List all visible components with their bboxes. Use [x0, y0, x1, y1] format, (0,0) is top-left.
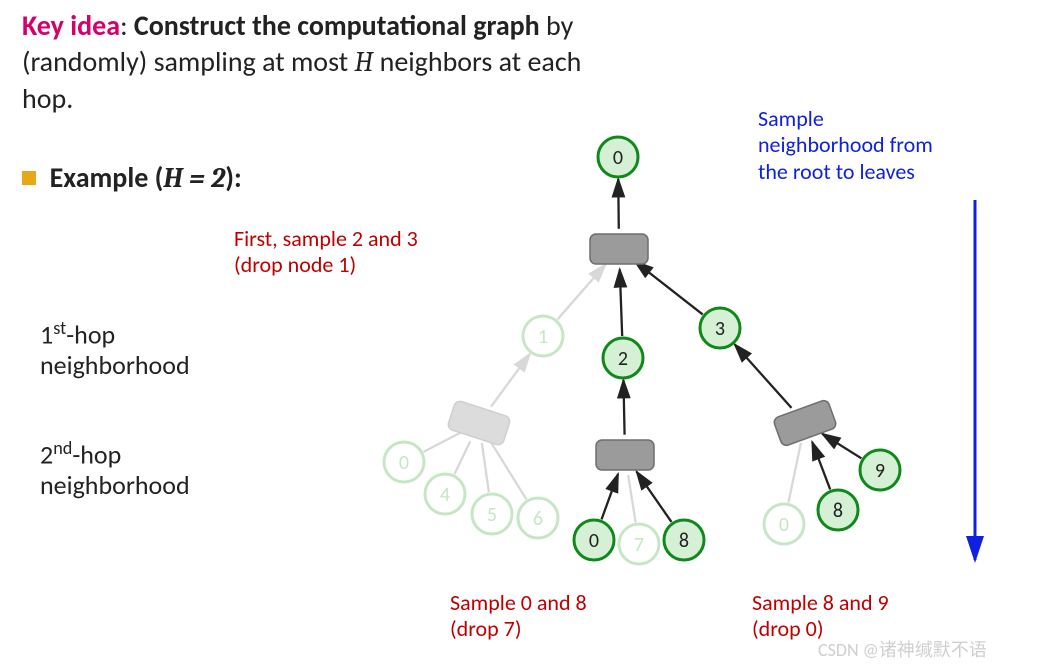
edge: [482, 443, 489, 492]
edge: [812, 442, 830, 489]
edge: [455, 441, 471, 474]
graph-node: 6: [518, 498, 558, 538]
edge: [635, 262, 703, 315]
aggregate-box: [773, 399, 838, 447]
edge: [618, 179, 619, 229]
graph-node: 0: [574, 520, 614, 560]
edge: [637, 472, 672, 522]
node-label: 0: [399, 451, 409, 475]
graph-node: 0: [384, 442, 424, 482]
graph-node: 3: [700, 308, 740, 348]
edge: [788, 443, 800, 503]
node-label: 7: [634, 533, 644, 557]
node-label: 9: [875, 459, 885, 483]
edge: [620, 269, 622, 336]
edge: [735, 344, 792, 407]
graph-node: 9: [860, 450, 900, 490]
edge: [491, 354, 530, 407]
edge: [602, 474, 619, 519]
node-label: 4: [440, 483, 450, 507]
graph-node: 5: [472, 494, 512, 534]
edge: [424, 432, 461, 451]
edge: [557, 264, 605, 319]
graph-node: 0: [764, 504, 804, 544]
node-label: 8: [833, 499, 843, 523]
graph-node: 8: [664, 520, 704, 560]
graph-node: 4: [425, 474, 465, 514]
edge: [623, 380, 624, 435]
node-label: 3: [715, 317, 725, 341]
aggregate-box: [596, 440, 654, 470]
node-label: 0: [589, 529, 599, 553]
node-label: 0: [779, 513, 789, 537]
graph-node: 8: [818, 490, 858, 530]
edge: [490, 440, 527, 499]
graph-node: 1: [523, 316, 563, 356]
aggregate-box: [590, 234, 648, 264]
node-label: 0: [613, 146, 623, 170]
node-label: 2: [618, 347, 628, 371]
edge: [822, 434, 861, 459]
aggregate-box: [447, 400, 511, 446]
node-label: 6: [533, 507, 543, 531]
computational-graph-diagram: 0 1 2 3 0 4 5 6 0 7 8 0 8 9: [0, 0, 1038, 669]
graph-node: 7: [619, 524, 659, 564]
node-label: 1: [538, 325, 548, 349]
node-label: 8: [679, 529, 689, 553]
graph-node: 2: [603, 338, 643, 378]
edge: [628, 475, 635, 522]
graph-node: 0: [598, 137, 638, 177]
node-label: 5: [487, 503, 497, 527]
